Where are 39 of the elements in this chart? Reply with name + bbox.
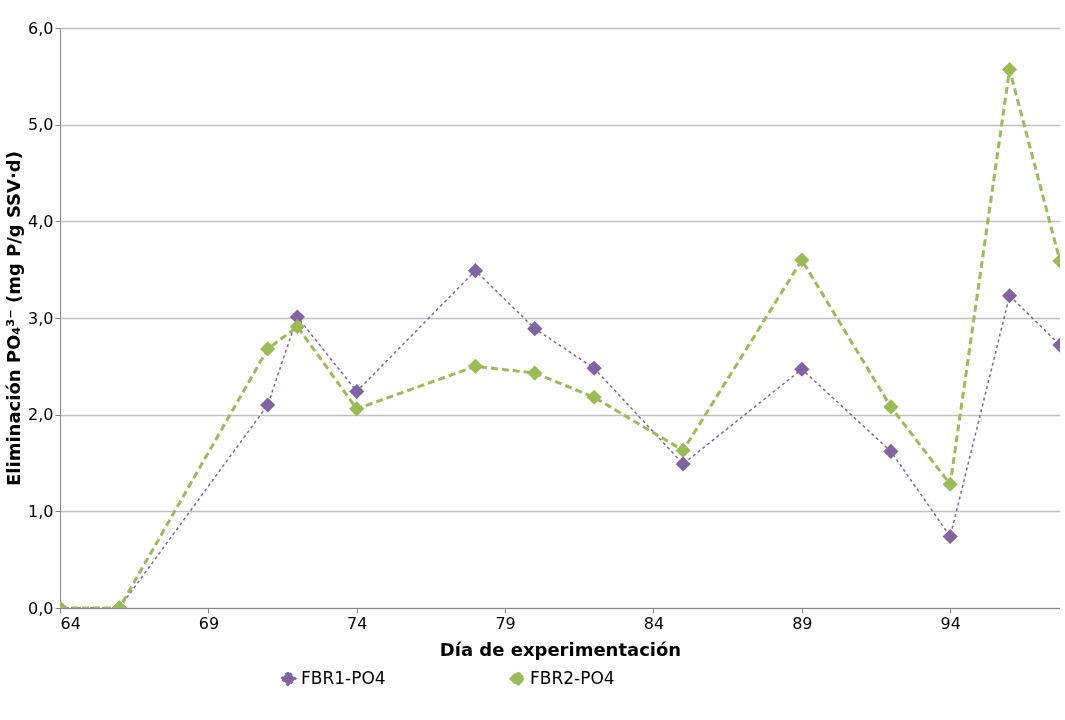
point	[883, 399, 899, 415]
point	[586, 389, 602, 405]
y-tick-label: 2,0	[28, 405, 54, 425]
x-tick-label: 94	[940, 613, 961, 633]
y-tick-label: 4,0	[28, 211, 54, 231]
point	[942, 528, 958, 545]
legend-label: FBR1-PO4	[301, 667, 386, 688]
y-axis-title: Eliminación PO₄³⁻ (mg P/g SSV·d)	[3, 151, 25, 486]
y-tick-label: 6,0	[28, 18, 54, 38]
x-tick-label: 89	[792, 613, 813, 633]
point	[527, 365, 543, 381]
y-tick-label: 0,0	[28, 598, 54, 618]
point	[794, 252, 810, 268]
point	[942, 476, 958, 492]
point	[586, 360, 602, 376]
x-tick-label: 79	[495, 613, 516, 633]
y-tick-label: 5,0	[28, 115, 54, 135]
point	[260, 341, 276, 357]
point	[1001, 61, 1018, 78]
point	[675, 456, 691, 472]
point	[883, 443, 899, 459]
y-tick-label: 1,0	[28, 501, 54, 521]
point	[467, 358, 484, 374]
x-axis-title: Día de experimentación	[439, 638, 682, 660]
x-tick-label: 69	[198, 613, 220, 633]
x-tick-label: 84	[643, 613, 665, 633]
y-tick-label: 3,0	[28, 308, 54, 328]
point	[289, 319, 305, 335]
point	[349, 383, 365, 400]
point	[794, 361, 810, 377]
legend-label: FBR2-PO4	[530, 667, 615, 688]
x-tick-label: 74	[347, 613, 368, 633]
point	[527, 321, 543, 337]
point	[1001, 288, 1018, 304]
x-tick-label: 64	[60, 613, 81, 633]
point	[349, 401, 365, 417]
point	[467, 263, 484, 279]
point	[260, 397, 276, 413]
point	[675, 442, 691, 459]
